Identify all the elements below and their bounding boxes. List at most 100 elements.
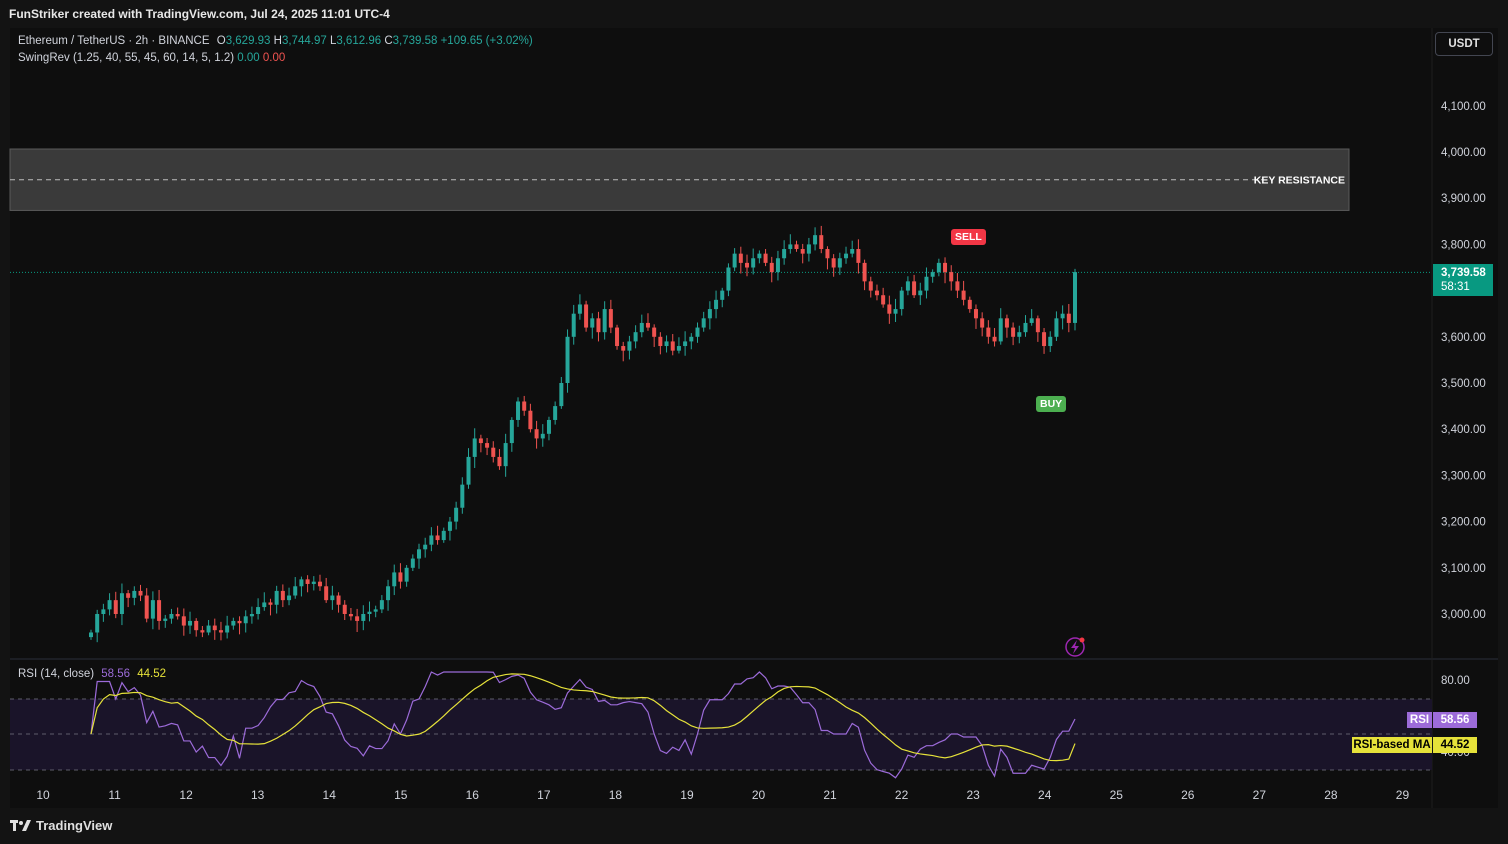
candle-body	[633, 332, 638, 342]
indicator-name: SwingRev (1.25, 40, 55, 45, 60, 14, 5, 1…	[18, 52, 235, 64]
candle-body	[732, 253, 737, 268]
candle-body	[107, 600, 112, 610]
close-label: C	[384, 35, 393, 47]
candle-body	[206, 625, 211, 633]
candle-body	[379, 600, 384, 610]
candle-body	[738, 253, 743, 263]
date-tick-label: 25	[1110, 788, 1124, 802]
candle-body	[342, 604, 347, 614]
candle-body	[905, 281, 910, 291]
rsi-pane	[10, 671, 1432, 779]
candle-body	[689, 336, 694, 342]
candle-body	[113, 600, 118, 614]
rsi-legend-value: 58.56	[101, 668, 131, 680]
candle-body	[794, 244, 799, 250]
candle-body	[844, 253, 849, 259]
candle-body	[404, 567, 409, 582]
candle-body	[763, 253, 768, 263]
candle-body	[460, 484, 465, 508]
date-tick-label: 22	[895, 788, 909, 802]
price-tick-label: 3,200.00	[1441, 517, 1486, 529]
candle-body	[924, 276, 929, 291]
candle-body	[212, 625, 217, 631]
candle-body	[720, 290, 725, 300]
price-tick-label: 3,100.00	[1441, 563, 1486, 575]
chart-author-title: FunStriker created with TradingView.com,…	[9, 7, 390, 21]
indicator-value-1: 0.00	[237, 52, 260, 64]
candle-body	[386, 586, 391, 601]
candle-body	[559, 383, 564, 407]
candle-body	[417, 549, 421, 559]
candle-body	[188, 620, 193, 626]
candle-body	[497, 456, 502, 467]
candle-body	[757, 253, 762, 259]
candle-body	[138, 590, 143, 596]
low-value: 3,612.96	[336, 35, 382, 47]
candle-body	[881, 295, 886, 305]
candle-body	[1011, 327, 1016, 337]
candle-body	[361, 614, 366, 621]
date-tick-label: 27	[1253, 788, 1267, 802]
date-tick-label: 17	[537, 788, 551, 802]
candle-body	[639, 322, 644, 333]
buy-signal: BUY	[1036, 396, 1067, 412]
candle-body	[992, 336, 997, 342]
rsi-line	[90, 671, 1076, 779]
candle-body	[1060, 313, 1065, 319]
candle-body	[577, 304, 582, 314]
rsi-ma-axis-name: RSI-based MA	[1352, 737, 1432, 753]
candle-body	[89, 632, 93, 638]
candle-body	[670, 341, 675, 351]
candle-body	[893, 309, 898, 314]
candle-body	[1042, 332, 1047, 347]
candle-body	[522, 401, 527, 411]
candle-body	[615, 327, 620, 347]
rsi-ma-axis-value: 44.52	[1433, 737, 1477, 753]
date-tick-label: 13	[251, 788, 265, 802]
candle-body	[218, 630, 223, 633]
price-tick-label: 3,600.00	[1441, 332, 1486, 344]
candle-body	[751, 258, 756, 268]
candle-body	[949, 272, 954, 282]
candle-body	[645, 322, 650, 328]
date-tick-label: 11	[108, 788, 121, 802]
candle-body	[1004, 318, 1009, 328]
candle-body	[243, 616, 248, 624]
lightning-icon-bolt	[1071, 640, 1079, 654]
candle-body	[745, 262, 749, 268]
candle-body	[955, 281, 960, 291]
candle-body	[590, 318, 595, 328]
candle-body	[194, 620, 199, 631]
candle-body	[683, 341, 688, 347]
candle-body	[491, 447, 496, 457]
candle-body	[287, 595, 292, 601]
candle-body	[280, 590, 285, 601]
candle-body	[627, 341, 632, 351]
candle-body	[813, 235, 818, 245]
rsi-tick-label: 80.00	[1441, 675, 1470, 687]
candle-body	[503, 443, 508, 467]
candle-body	[862, 262, 867, 282]
candle-body	[1029, 318, 1034, 323]
candle-body	[435, 535, 440, 541]
indicator-value-2: 0.00	[262, 52, 286, 64]
candle-body	[330, 595, 335, 601]
candle-body	[652, 327, 657, 337]
high-value: 3,744.97	[281, 35, 327, 47]
price-tick-label: 3,800.00	[1441, 239, 1486, 251]
price-tick-label: 3,900.00	[1441, 193, 1486, 205]
candle-body	[200, 630, 205, 633]
currency-button[interactable]: USDT	[1435, 32, 1493, 56]
low-label: L	[329, 35, 337, 47]
candle-body	[1023, 322, 1028, 333]
rsi-axis-value: 58.56	[1433, 712, 1477, 728]
candle-body	[943, 262, 948, 273]
date-tick-label: 19	[680, 788, 694, 802]
close-value: 3,739.58	[392, 35, 438, 47]
candle-body	[714, 299, 719, 310]
symbol-name: Ethereum / TetherUS · 2h · BINANCE	[18, 35, 210, 47]
price-tick-label: 3,500.00	[1441, 378, 1486, 390]
tradingview-brand: TradingView	[36, 818, 113, 833]
open-value: 3,629.93	[225, 35, 271, 47]
